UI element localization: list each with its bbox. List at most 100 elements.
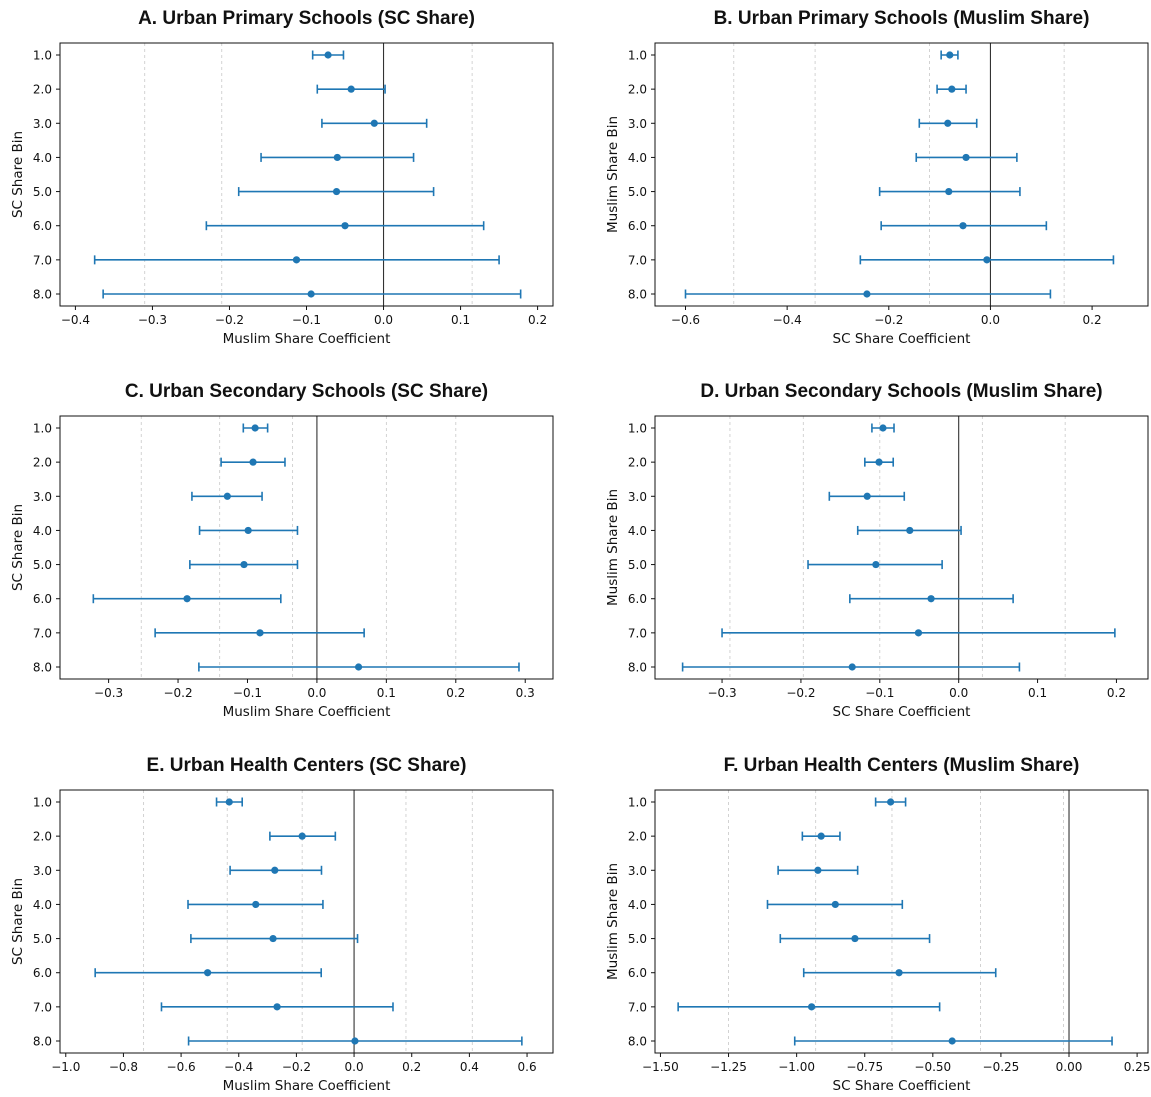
x-tick-label: 0.0 [981,313,1000,327]
x-tick-label: −0.8 [109,1060,138,1074]
y-tick-label: 6.0 [628,966,647,980]
point-estimate [324,51,332,59]
y-tick-label: 7.0 [33,626,52,640]
x-axis-label: Muslim Share Coefficient [223,331,391,347]
x-tick-label: −0.6 [167,1060,196,1074]
y-tick-label: 5.0 [628,558,647,572]
point-estimate [307,290,315,298]
panel-a: A. Urban Primary Schools (SC Share) 1.0 2.… [10,8,554,347]
point-estimate [814,866,822,874]
y-axis-label: Muslim Share Bin [605,863,621,980]
x-tick-label: 0.2 [1107,686,1126,700]
y-tick-label: 7.0 [628,1000,647,1014]
y-tick-label: 3.0 [33,117,52,131]
x-tick-label: −0.4 [61,313,90,327]
y-axis-label: SC Share Bin [10,878,26,965]
x-axis-label: SC Share Coefficient [833,1078,971,1094]
panel-c: C. Urban Secondary Schools (SC Share) 1.0… [10,381,554,720]
point-estimate [851,934,859,943]
y-tick-label: 7.0 [628,253,647,267]
x-tick-label: −0.6 [671,313,700,327]
y-tick-label: 6.0 [33,219,52,233]
y-tick-label: 2.0 [628,456,647,470]
x-tick-label: 0.25 [1124,1060,1151,1074]
point-estimate [914,629,923,637]
y-axis-label: Muslim Share Bin [605,116,621,233]
x-tick-label: −1.00 [778,1060,815,1074]
y-tick-label: 3.0 [628,864,647,878]
x-tick-label: 0.2 [402,1060,421,1074]
x-tick-label: 0.1 [451,313,470,327]
point-estimate [872,560,880,569]
y-axis-label: SC Share Bin [10,504,26,591]
plot-frame [654,789,1149,1054]
point-estimate [251,424,259,432]
x-tick-label: 0.1 [1028,686,1047,700]
point-estimate [895,969,903,977]
point-estimate [983,256,991,264]
y-tick-label: 1.0 [628,796,647,810]
y-tick-label: 4.0 [33,151,52,165]
point-estimate [341,222,349,230]
y-tick-label: 8.0 [33,288,52,302]
plot-frame [59,789,554,1054]
x-tick-label: −0.2 [163,686,192,700]
point-estimate [875,458,883,466]
y-tick-label: 4.0 [628,898,647,912]
x-tick-label: −0.3 [94,686,123,700]
x-tick-label: −0.3 [707,686,736,700]
panel-title: B. Urban Primary Schools (Muslim Share) [714,8,1090,29]
x-tick-label: −0.4 [224,1060,253,1074]
point-estimate [879,424,887,432]
y-tick-label: 3.0 [628,117,647,131]
y-tick-label: 5.0 [33,558,52,572]
y-tick-label: 6.0 [628,219,647,233]
y-tick-label: 6.0 [33,592,52,606]
point-estimate [183,595,191,603]
panel-d: D. Urban Secondary Schools (Muslim Share… [605,381,1149,720]
point-estimate [271,866,279,874]
x-tick-label: −1.50 [642,1060,679,1074]
x-tick-label: 0.00 [1056,1060,1083,1074]
panel-title: E. Urban Health Centers (SC Share) [147,755,467,776]
x-tick-label: −0.3 [138,313,167,327]
x-tick-label: 0.0 [949,686,968,700]
point-estimate [333,153,341,162]
point-estimate [354,663,363,671]
x-tick-label: 0.0 [307,686,326,700]
point-estimate [204,969,212,977]
x-tick-label: −0.1 [292,313,321,327]
point-estimate [948,85,956,93]
panel-e: E. Urban Health Centers (SC Share) 1.0 2.0… [10,755,554,1094]
x-tick-label: −1.25 [710,1060,747,1074]
x-tick-label: −0.1 [865,686,894,700]
x-tick-label: −0.2 [282,1060,311,1074]
x-tick-label: 0.6 [518,1060,537,1074]
point-estimate [863,290,871,298]
x-axis-label: Muslim Share Coefficient [223,704,391,720]
point-estimate [244,526,252,535]
y-tick-label: 3.0 [628,490,647,504]
y-tick-label: 7.0 [628,626,647,640]
x-tick-label: 0.2 [528,313,547,327]
y-tick-label: 1.0 [33,422,52,436]
point-estimate [906,526,914,535]
point-estimate [863,492,871,500]
plot-frame [59,42,554,307]
panel-f: F. Urban Health Centers (Muslim Share) 1.… [605,755,1150,1094]
point-estimate [273,1003,281,1011]
point-estimate [944,119,952,127]
point-estimate [946,51,954,59]
x-tick-label: −0.75 [846,1060,883,1074]
point-estimate [848,663,856,671]
y-tick-label: 8.0 [33,661,52,675]
x-tick-label: 0.1 [377,686,396,700]
y-tick-label: 5.0 [628,185,647,199]
x-axis-label: Muslim Share Coefficient [223,1078,391,1094]
y-tick-label: 6.0 [33,966,52,980]
x-tick-label: −0.25 [983,1060,1020,1074]
point-estimate [370,119,378,127]
y-axis-label: Muslim Share Bin [605,489,621,606]
y-tick-label: 1.0 [628,49,647,63]
